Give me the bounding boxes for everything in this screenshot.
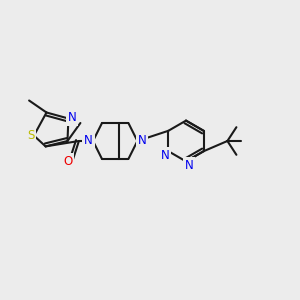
Text: N: N (84, 134, 93, 148)
Text: S: S (27, 129, 34, 142)
Text: O: O (63, 154, 72, 168)
Text: N: N (161, 148, 170, 162)
Text: N: N (184, 159, 194, 172)
Text: N: N (68, 111, 76, 124)
Text: N: N (137, 134, 146, 148)
